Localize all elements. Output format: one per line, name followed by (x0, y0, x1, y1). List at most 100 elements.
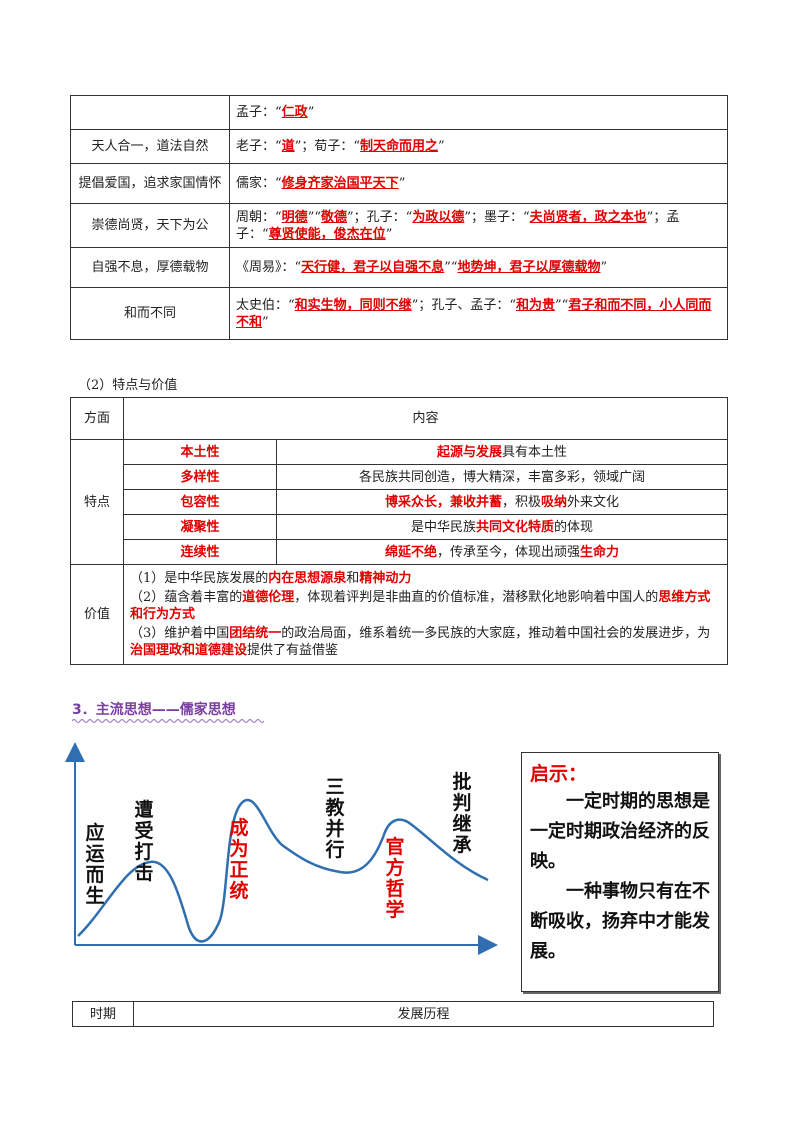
feature-desc: 起源与发展具有本土性 (276, 439, 728, 465)
table-header-row: 方面 内容 (70, 397, 728, 440)
table-row: 多样性 各民族共同创造，博大精深，丰富多彩，领域广阔 (71, 464, 728, 490)
insight-box: 启示： 一定时期的思想是一定时期政治经济的反映。 一种事物只有在不断吸收，扬弃中… (521, 752, 719, 992)
plain-text: 儒家： (236, 176, 276, 191)
feature-key: 多样性 (123, 464, 277, 490)
table-row: 时期 发展历程 (72, 1001, 714, 1027)
aspect-header: 方面 (70, 397, 124, 440)
features-label: 特点 (70, 439, 124, 565)
highlight-text: 明德 (281, 209, 308, 225)
plain-text: 提供了有益借鉴 (247, 643, 339, 658)
plain-text: “ (314, 209, 321, 225)
value-item: （2）蕴含着丰富的道德伦理，体现着评判是非曲直的价值标准，潜移默化地影响着中国人… (130, 589, 721, 623)
plain-text: “ (262, 226, 269, 242)
feature-key: 连续性 (123, 539, 277, 565)
plain-text: ”；孟子： (236, 209, 680, 242)
highlight-text: 仁政 (281, 105, 308, 120)
table-row: 崇德尚贤，天下为公 周朝：“明德”“敬德”；孔子：“为政以德”；墨子：“夫尚贤者，… (70, 203, 728, 248)
highlight-text: 夫尚贤者，政之本也 (529, 209, 647, 225)
plain-text: ” (398, 176, 406, 191)
highlight-text: 和为贵 (516, 297, 556, 313)
highlight-text: 为政以德 (412, 209, 465, 225)
spirit-content: 太史伯：“和实生物，同则不继”；孔子、孟子：“和为贵”“君子和而不同，小人同而不… (229, 287, 728, 340)
spirit-content: 周朝：“明德”“敬德”；孔子：“为政以德”；墨子：“夫尚贤者，政之本也”；孟子：… (229, 203, 728, 248)
highlight-text: 治国理政和道德建设 (130, 643, 248, 658)
plain-text: ”；荀子： (294, 139, 354, 154)
highlight-text: 内在思想源泉 (268, 571, 347, 586)
table-row: 孟子：“仁政” (70, 95, 728, 130)
plain-text: 各民族共同创造，博大精深，丰富多彩，领域广阔 (358, 469, 645, 485)
plain-text: ，体现着评判是非曲直的价值标准，潜移默化地影响着中国人的 (294, 590, 659, 605)
period-header: 时期 (72, 1001, 134, 1027)
spirit-content: 儒家：“修身齐家治国平天下” (229, 163, 728, 204)
plain-text: ” (307, 209, 315, 225)
spirit-content: 孟子：“仁政” (229, 95, 728, 130)
spirit-label: 提倡爱国，追求家国情怀 (70, 163, 230, 204)
table-row: 自强不息，厚德载物 《周易》：“天行健，君子以自强不息”“地势坤，君子以厚德载物” (70, 247, 728, 288)
feature-desc: 各民族共同创造，博大精深，丰富多彩，领域广阔 (276, 464, 728, 490)
spirit-content: 老子：“道”；荀子：“制天命而用之” (229, 129, 728, 164)
highlight-text: 团结统一 (229, 626, 282, 641)
highlight-text: 起源与发展 (436, 444, 502, 460)
curve-stage-label: 三教并行 (325, 776, 345, 861)
plain-text: ” (385, 226, 393, 242)
highlight-text: 道德伦理 (242, 590, 295, 605)
subheading-features-values: （2）特点与价值 (78, 378, 178, 393)
table-row: 提倡爱国，追求家国情怀 儒家：“修身齐家治国平天下” (70, 163, 728, 204)
plain-text: “ (288, 297, 295, 313)
insight-paragraph-2: 一种事物只有在不断吸收，扬弃中才能发展。 (530, 881, 710, 962)
feature-key: 凝聚性 (123, 514, 277, 540)
feature-desc: 绵延不绝，传承至今，体现出顽强生命力 (276, 539, 728, 565)
highlight-text: 敬德 (321, 209, 348, 225)
highlight-text: 绵延不绝 (384, 544, 437, 560)
plain-text: 周朝： (236, 209, 276, 225)
process-header: 发展历程 (133, 1001, 714, 1027)
section-heading-confucianism: 3．主流思想——儒家思想 (72, 702, 236, 718)
period-table: 时期 发展历程 (72, 1001, 714, 1027)
table-row: 凝聚性 是中华民族共同文化特质的体现 (71, 514, 728, 540)
plain-text: 孟子： (236, 105, 276, 120)
spirit-label: 崇德尚贤，天下为公 (70, 203, 230, 248)
plain-text: 《周易》： (236, 260, 295, 275)
highlight-text: 思维方式和行为方式 (130, 590, 711, 622)
highlight-text: 修身齐家治国平天下 (281, 176, 399, 191)
highlight-text: 和实生物，同则不继 (294, 297, 412, 313)
table-row: 价值 （1）是中华民族发展的内在思想源泉和精神动力 （2）蕴含着丰富的道德伦理，体现… (70, 564, 728, 665)
trend-curve (77, 798, 489, 943)
value-item: （3）维护着中国团结统一的政治局面，维系着统一多民族的大家庭，推动着中国社会的发… (130, 625, 721, 659)
content-header: 内容 (123, 397, 728, 440)
highlight-text: 道 (281, 139, 295, 154)
highlight-text: 共同文化特质 (475, 519, 554, 535)
feature-key: 本土性 (123, 439, 277, 465)
plain-text: “ (450, 260, 458, 275)
plain-text: 太史伯： (236, 297, 289, 313)
spirit-label: 和而不同 (70, 287, 230, 340)
plain-text: 的体现 (554, 519, 594, 535)
plain-text: “ (523, 209, 530, 225)
plain-text: “ (509, 297, 516, 313)
highlight-text: 尊贤使能，俊杰在位 (268, 226, 386, 242)
plain-text: ” (600, 260, 608, 275)
plain-text: （1）是中华民族发展的 (130, 571, 269, 586)
plain-text: ”；孔子、孟子： (411, 297, 510, 313)
highlight-text: 天行健，君子以自强不息 (301, 260, 445, 275)
plain-text: “ (561, 297, 569, 313)
plain-text: “ (275, 176, 282, 191)
plain-text: 老子： (236, 139, 276, 154)
plain-text: ”；孔子： (347, 209, 406, 225)
plain-text: 的政治局面，维系着统一多民族的大家庭，推动着中国社会的发展进步，为 (281, 626, 711, 641)
spirit-label: 自强不息，厚德载物 (70, 247, 230, 288)
curve-stage-label: 成为正统 (229, 817, 249, 902)
value-content: （1）是中华民族发展的内在思想源泉和精神动力 （2）蕴含着丰富的道德伦理，体现着评… (123, 564, 728, 665)
spirit-label (70, 95, 230, 130)
highlight-text: 吸纳 (541, 494, 568, 510)
heading-wavy-underline (72, 719, 264, 723)
spirit-label: 天人合一，道法自然 (70, 129, 230, 164)
feature-desc: 是中华民族共同文化特质的体现 (276, 514, 728, 540)
plain-text: （2）蕴含着丰富的 (130, 590, 243, 605)
plain-text: “ (275, 139, 282, 154)
highlight-text: 生命力 (580, 544, 620, 560)
plain-text: 外来文化 (567, 494, 620, 510)
highlight-text: 地势坤，君子以厚德载物 (457, 260, 601, 275)
table-row: 包容性 博采众长，兼收并蓄，积极吸纳外来文化 (71, 489, 728, 515)
curve-stage-label: 官方哲学 (385, 836, 405, 921)
